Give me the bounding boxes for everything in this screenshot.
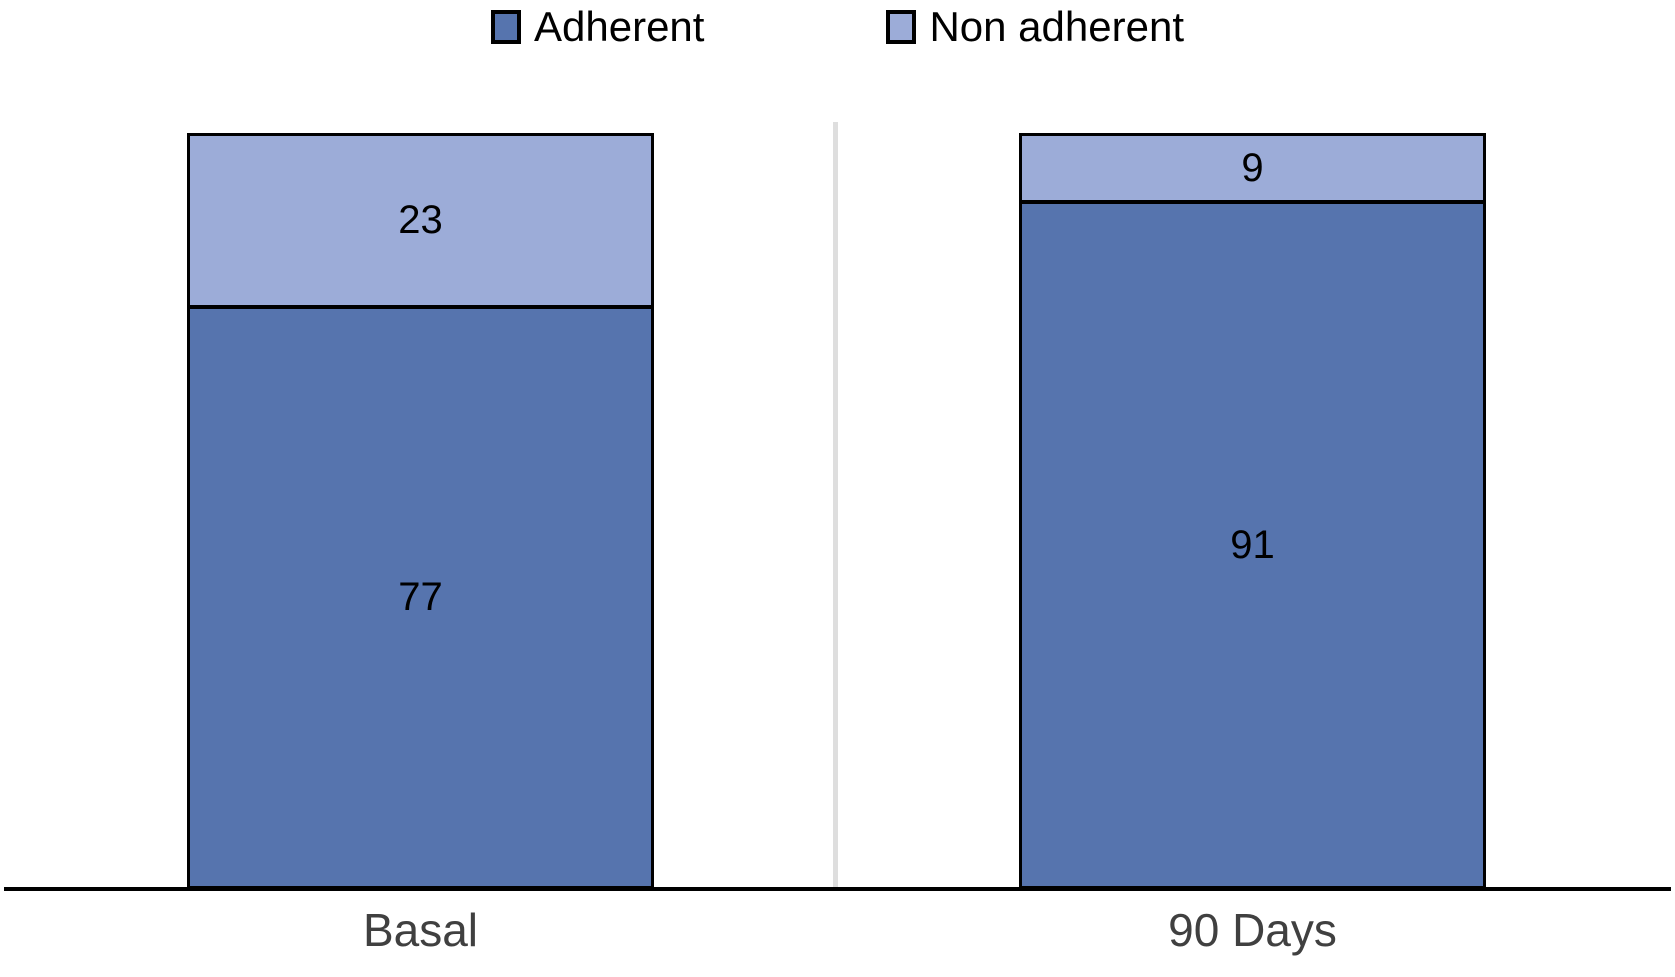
value-label: 77 — [398, 575, 443, 620]
legend-label: Non adherent — [929, 3, 1184, 50]
value-label: 23 — [398, 198, 443, 243]
segment-non-adherent-basal: 23 — [190, 136, 651, 309]
bar-90-days: 9 91 — [1019, 133, 1486, 889]
value-label: 9 — [1241, 145, 1264, 190]
category-label-basal: Basal — [362, 904, 479, 956]
legend-label: Adherent — [534, 3, 705, 50]
legend-item-adherent: Adherent — [491, 3, 705, 50]
legend: Adherent Non adherent — [0, 3, 1675, 50]
legend-item-non-adherent: Non adherent — [886, 3, 1184, 50]
bar-basal: 23 77 — [187, 133, 654, 889]
category-label-90-days: 90 Days — [1168, 904, 1337, 956]
segment-adherent-basal: 77 — [190, 308, 651, 886]
segment-adherent-90-days: 91 — [1022, 203, 1483, 886]
panel-divider-line — [833, 122, 838, 889]
plot-area: 23 77 9 91 — [0, 122, 1675, 891]
legend-swatch-icon — [491, 10, 521, 45]
value-label: 91 — [1230, 522, 1275, 567]
category-axis-labels: Basal 90 Days — [0, 903, 1675, 963]
x-axis-line — [4, 887, 1671, 891]
segment-non-adherent-90-days: 9 — [1022, 136, 1483, 204]
legend-swatch-icon — [886, 10, 917, 45]
